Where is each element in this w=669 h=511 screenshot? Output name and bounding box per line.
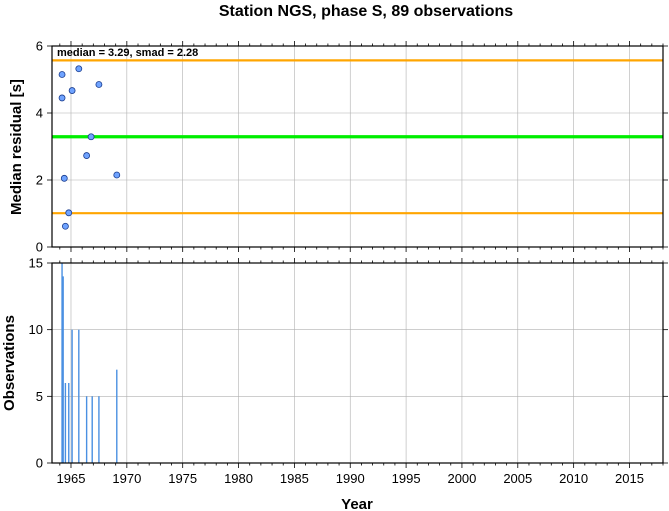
- data-point: [58, 71, 66, 78]
- bottom-y-axis-label: Observations: [1, 315, 18, 411]
- y-tick-label: 0: [36, 456, 43, 471]
- x-tick-label: 1995: [392, 471, 421, 486]
- data-point: [65, 209, 73, 217]
- top-y-axis-label: Median residual [s]: [8, 79, 25, 215]
- chart-title: Station NGS, phase S, 89 observations: [219, 3, 513, 20]
- data-point: [62, 222, 69, 230]
- x-tick-label: 2000: [447, 471, 476, 486]
- y-tick-label: 15: [29, 256, 43, 271]
- data-point: [87, 133, 95, 141]
- data-point: [83, 152, 91, 159]
- x-tick-label: 1975: [168, 471, 197, 486]
- top-plot-frame: [51, 45, 664, 248]
- data-point: [95, 81, 103, 88]
- y-tick-label: 5: [36, 389, 43, 404]
- median-annotation: median = 3.29, smad = 2.28: [57, 47, 198, 59]
- x-tick-label: 1985: [280, 471, 309, 486]
- x-tick-label: 1970: [112, 471, 141, 486]
- y-tick-label: 6: [36, 39, 43, 54]
- data-point: [75, 65, 83, 73]
- y-tick-label: 0: [36, 240, 43, 255]
- x-tick-label: 2015: [615, 471, 644, 486]
- data-point: [68, 87, 76, 94]
- y-tick-label: 10: [29, 322, 43, 337]
- residual-plot: 0 2 4 6 median = 3.29, smad = 2.28: [36, 39, 668, 255]
- y-tick-label: 2: [36, 173, 43, 188]
- x-tick-label: 1990: [336, 471, 365, 486]
- x-axis-label: Year: [341, 496, 373, 511]
- observations-plot: 0 5 10 15 1965 1970 1975 1980 1985 1990 1995 2000 20…: [29, 256, 668, 486]
- data-point: [60, 174, 68, 182]
- bottom-plot-frame: [51, 262, 664, 464]
- data-point: [58, 94, 66, 102]
- data-point: [113, 171, 121, 179]
- y-tick-label: 4: [36, 106, 43, 121]
- x-tick-label: 1980: [224, 471, 253, 486]
- x-tick-label: 2005: [503, 471, 532, 486]
- x-tick-label: 1965: [57, 471, 86, 486]
- x-tick-label: 2010: [559, 471, 588, 486]
